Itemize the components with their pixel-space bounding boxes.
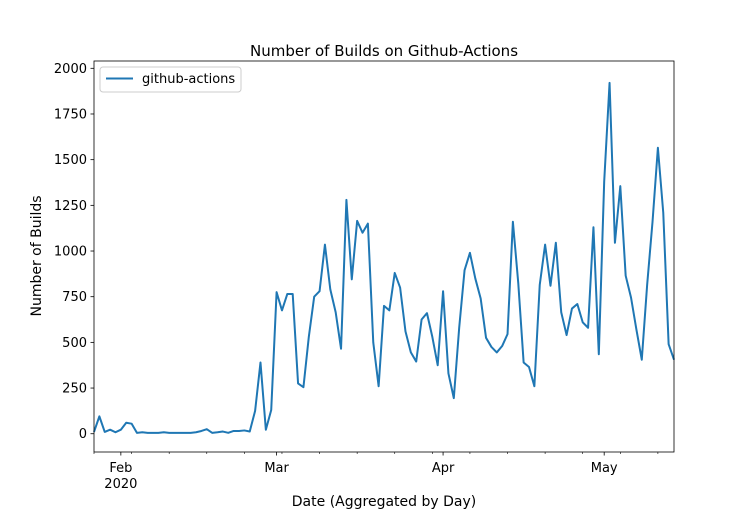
y-tick-label: 500: [62, 336, 87, 351]
x-axis-label: Date (Aggregated by Day): [292, 494, 476, 510]
y-tick-label: 2000: [54, 62, 87, 77]
y-tick-label: 1750: [54, 107, 87, 122]
x-tick-label: Feb: [109, 461, 132, 476]
x-tick-label: Mar: [264, 461, 289, 476]
legend-label-github-actions: github-actions: [142, 72, 235, 87]
y-tick-label: 750: [62, 290, 87, 305]
plot-frame: [93, 60, 675, 453]
legend-box: [99, 66, 242, 93]
y-axis-label: Number of Builds: [29, 195, 45, 316]
y-tick-label: 0: [79, 427, 87, 442]
y-tick-label: 1250: [54, 199, 87, 214]
y-tick-label: 1000: [54, 245, 87, 260]
y-axis-ticks: 0 250 500 750 1000 1250 1500 1750 2000: [54, 62, 94, 442]
series-layer: [93, 81, 675, 434]
legend: github-actions: [99, 66, 242, 93]
chart-title: Number of Builds on Github-Actions: [250, 42, 518, 60]
x-tick-label: Apr: [432, 461, 455, 476]
series-line-github-actions: [93, 81, 675, 434]
x-tick-label: May: [591, 461, 618, 476]
x-tick-year-label: 2020: [104, 477, 137, 492]
y-tick-label: 1500: [54, 153, 87, 168]
y-tick-label: 250: [62, 382, 87, 397]
